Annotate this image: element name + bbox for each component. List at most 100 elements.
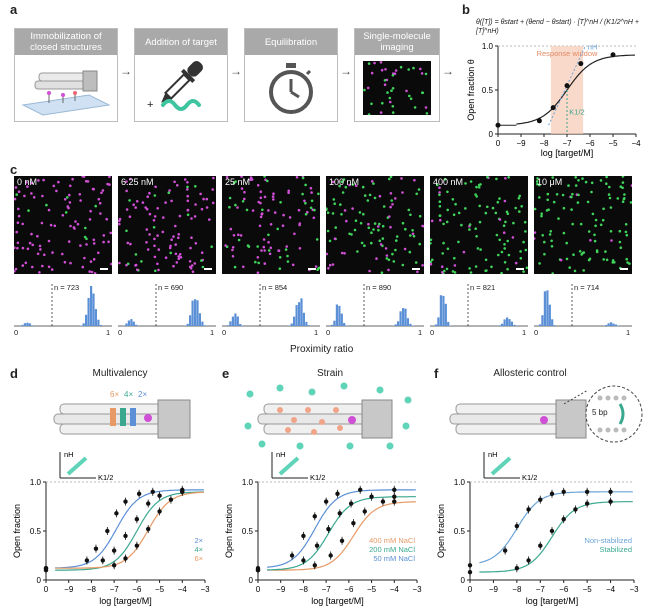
molecule-spot — [389, 176, 393, 179]
molecule-spot — [439, 218, 442, 222]
molecule-spot — [126, 262, 130, 266]
molecule-spot — [287, 191, 290, 194]
histogram-bar — [127, 320, 130, 326]
molecule-spot — [190, 264, 194, 267]
molecule-spot — [565, 241, 568, 245]
molecule-spot — [169, 251, 172, 255]
molecule-spot — [81, 265, 85, 269]
molecule-spot — [327, 267, 330, 270]
molecule-spot — [257, 261, 260, 265]
x-tick-label: −7 — [110, 585, 120, 594]
molecule-spot — [524, 230, 527, 233]
molecule-spot — [74, 220, 77, 223]
concentration-label: 100 nM — [329, 177, 360, 187]
molecule-spot — [26, 185, 29, 188]
molecule-spot — [582, 269, 585, 272]
molecule-spot — [210, 245, 213, 248]
molecule-spot — [438, 191, 441, 194]
molecule-spot — [315, 238, 319, 241]
data-point — [514, 523, 520, 529]
x-tick-label: −8 — [512, 585, 522, 594]
molecule-spot — [201, 265, 205, 269]
histogram-bar — [26, 322, 29, 326]
molecule-spot — [550, 245, 554, 248]
molecule-spot — [41, 264, 44, 268]
molecule-spot — [246, 244, 250, 247]
molecule-spot — [586, 200, 590, 204]
tick-label: 1 — [626, 328, 630, 336]
molecule-spot — [464, 207, 467, 210]
nh-label: nH — [588, 43, 598, 52]
legend-entry: 50 mM NaCl — [373, 554, 415, 563]
scale-bar — [620, 268, 628, 270]
scale-bar — [308, 268, 316, 270]
molecule-spot — [14, 246, 16, 249]
molecule-spot — [629, 201, 632, 204]
tick-label: 1 — [106, 328, 110, 336]
histogram-bar — [437, 317, 440, 326]
molecule-spot — [16, 246, 19, 250]
data-point — [578, 61, 584, 67]
x-tick-label: −6 — [559, 585, 569, 594]
molecule-spot — [118, 217, 122, 221]
molecule-spot — [301, 176, 305, 180]
microscopy-image: 400 nM — [430, 176, 528, 274]
molecule-spot — [546, 198, 549, 202]
x-axis-label: log [target/M] — [311, 596, 364, 606]
molecule-spot — [391, 105, 395, 108]
molecule-spot — [263, 262, 267, 265]
chart-f: 0 0.5 1.0 0 −9 −8 −7 −6 −5 −4 −3 log [target/M] Open… — [436, 450, 639, 606]
nh-label: nH — [64, 450, 74, 459]
molecule-spot — [572, 253, 575, 256]
molecule-spot — [360, 241, 364, 245]
molecule-spot — [317, 266, 320, 270]
arrow-icon: → — [120, 64, 132, 78]
molecule-spot — [193, 262, 197, 265]
molecule-spot — [271, 195, 275, 198]
molecule-spot — [28, 241, 32, 245]
molecule-spot — [134, 253, 138, 256]
molecule-spot — [622, 197, 626, 201]
molecule-spot — [105, 217, 108, 221]
molecule-spot — [267, 209, 270, 212]
molecule-spot — [384, 247, 388, 250]
molecule-spot — [45, 203, 48, 207]
molecule-spot — [581, 251, 585, 255]
molecule-spot — [156, 234, 159, 237]
histogram-bar — [510, 321, 513, 326]
legend-entry: 400 mM NaCl — [369, 536, 415, 545]
molecule-spot — [309, 186, 313, 190]
molecule-spot — [486, 176, 489, 179]
molecule-spot — [153, 237, 156, 241]
molecule-spot — [233, 265, 237, 269]
molecule-spot — [414, 261, 418, 264]
molecule-spot — [229, 227, 233, 231]
molecule-spot — [386, 91, 389, 94]
molecule-spot — [388, 215, 391, 218]
microscopy-image: 25 nM — [222, 176, 320, 274]
molecule-spot — [186, 181, 189, 184]
molecule-spot — [373, 222, 377, 225]
molecule-spot — [326, 207, 328, 210]
molecule-spot — [231, 246, 235, 249]
molecule-spot — [85, 237, 88, 241]
molecule-spot — [552, 200, 556, 204]
x-tick-label: −8 — [87, 585, 97, 594]
molecule-spot — [162, 216, 165, 219]
molecule-spot — [156, 207, 159, 210]
molecule-spot — [231, 248, 234, 252]
k-half-label: K1/2 — [98, 473, 113, 482]
molecule-spot — [411, 229, 414, 232]
molecule-spot — [430, 238, 433, 242]
histogram-bar — [394, 324, 397, 326]
k-half-label: K1/2 — [569, 108, 584, 117]
histogram-bar — [196, 300, 199, 326]
y-tick-label: 1.0 — [482, 42, 494, 51]
data-point — [312, 514, 317, 519]
molecule-spot — [186, 208, 190, 212]
molecule-spot — [106, 182, 109, 186]
molecule-spot — [468, 267, 471, 270]
histogram-bar — [498, 325, 501, 326]
molecule-spot — [412, 234, 416, 238]
x-tick-label: −9 — [516, 139, 526, 148]
